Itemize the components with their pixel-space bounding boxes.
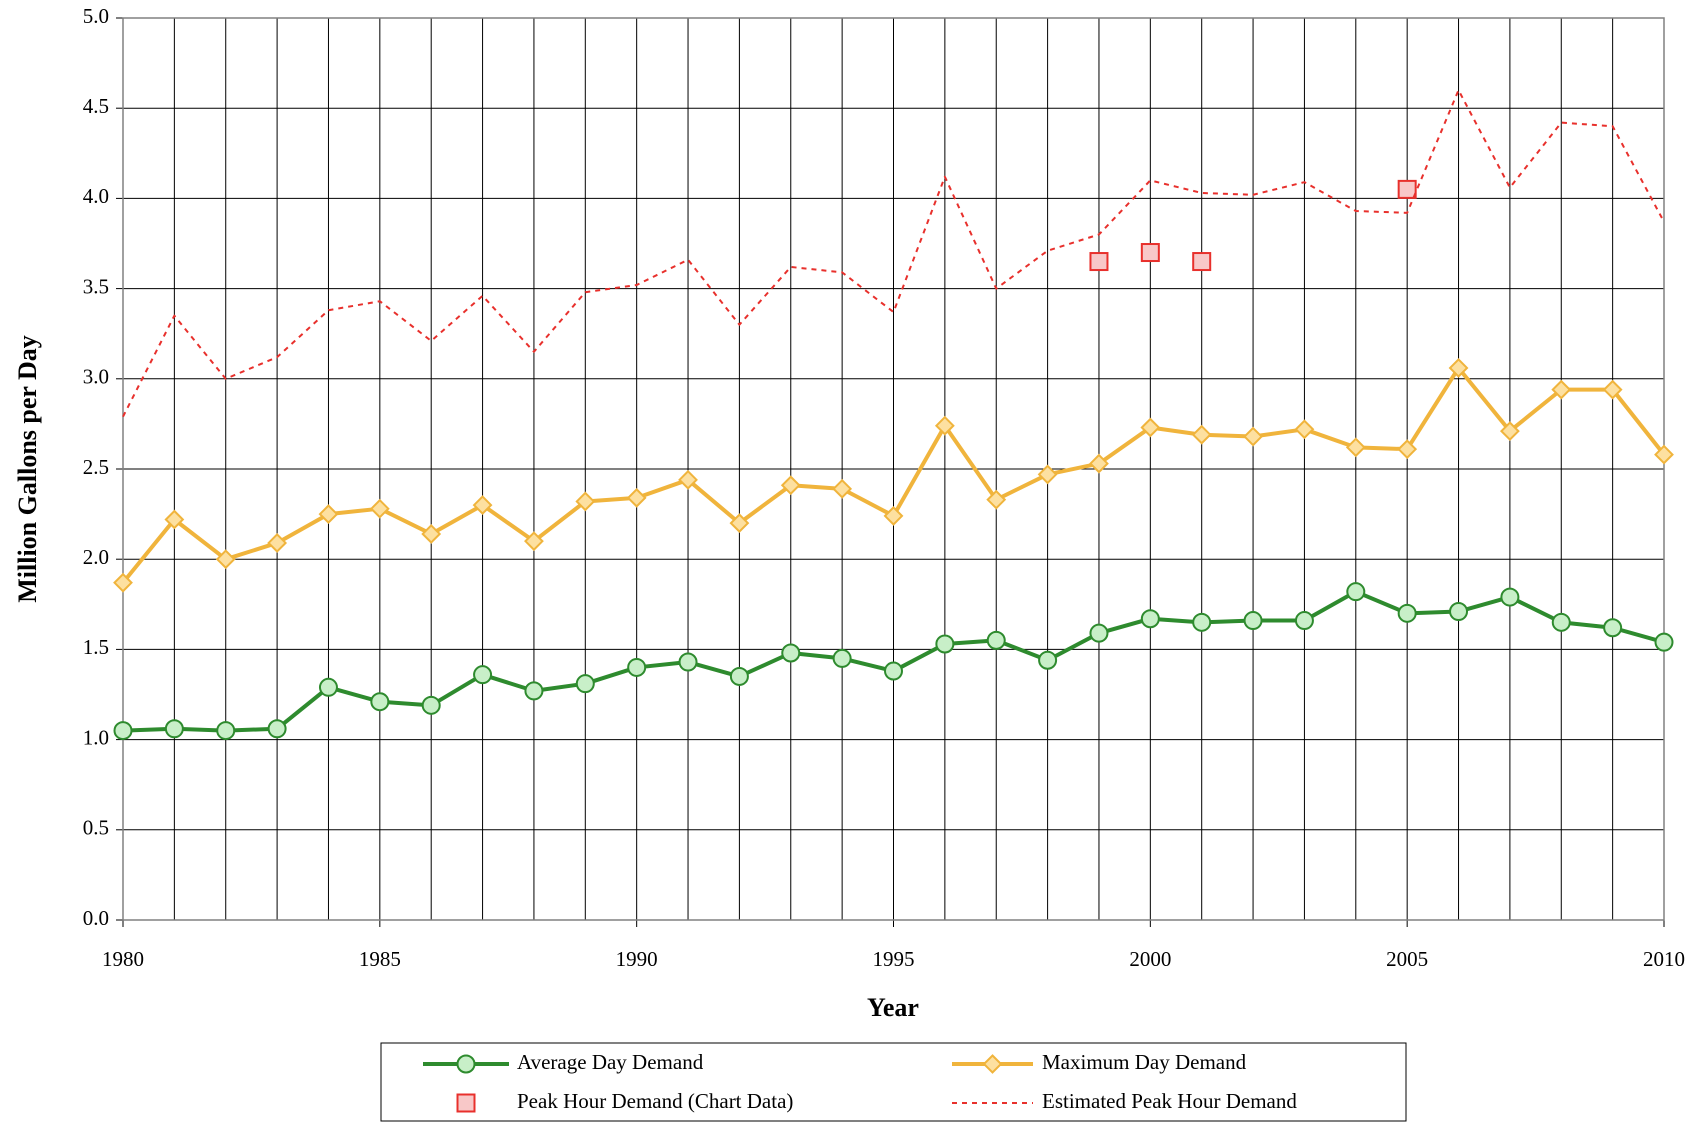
marker xyxy=(1140,417,1161,438)
marker xyxy=(472,495,493,515)
marker xyxy=(1294,419,1315,440)
marker xyxy=(1192,612,1212,632)
marker xyxy=(1397,179,1417,199)
y-tick-label: 4.5 xyxy=(83,94,109,118)
marker xyxy=(1243,611,1263,631)
marker xyxy=(1345,437,1366,458)
x-axis-title: Year xyxy=(867,993,919,1022)
marker xyxy=(421,695,441,715)
x-tick-label: 2000 xyxy=(1129,947,1171,971)
marker xyxy=(318,504,339,525)
marker xyxy=(627,657,647,677)
marker xyxy=(781,643,801,663)
marker xyxy=(729,513,750,534)
marker xyxy=(216,721,236,741)
marker xyxy=(780,475,801,496)
y-tick-label: 1.0 xyxy=(83,725,109,749)
series-line xyxy=(122,89,1665,418)
marker xyxy=(473,665,493,685)
marker xyxy=(1448,358,1469,378)
marker xyxy=(267,533,288,553)
marker xyxy=(164,509,185,530)
marker xyxy=(1140,609,1160,629)
marker xyxy=(1654,632,1674,652)
marker xyxy=(113,572,133,593)
x-tick-label: 1985 xyxy=(359,947,401,971)
x-tick-label: 2005 xyxy=(1386,947,1428,971)
y-tick-label: 0.5 xyxy=(83,816,109,840)
marker xyxy=(215,549,236,570)
y-tick-label: 2.0 xyxy=(83,545,109,569)
marker xyxy=(318,677,338,697)
marker xyxy=(1603,618,1623,638)
legend-label: Average Day Demand xyxy=(517,1050,704,1074)
legend-marker xyxy=(456,1093,476,1113)
marker xyxy=(421,524,442,544)
marker xyxy=(1551,612,1571,632)
marker xyxy=(626,487,647,508)
marker xyxy=(678,469,698,490)
y-tick-label: 0.0 xyxy=(83,906,109,930)
y-tick-label: 3.0 xyxy=(83,365,109,389)
marker xyxy=(986,630,1006,650)
marker xyxy=(986,489,1007,510)
marker xyxy=(1140,243,1160,263)
plot-frame xyxy=(122,17,1665,921)
x-tick-label: 1990 xyxy=(616,947,658,971)
marker xyxy=(1243,426,1263,447)
y-tick-label: 3.5 xyxy=(83,274,109,298)
marker xyxy=(1397,439,1418,460)
marker xyxy=(1500,587,1520,607)
marker xyxy=(1397,603,1417,623)
marker xyxy=(935,634,955,654)
marker xyxy=(1089,252,1109,272)
marker xyxy=(1089,453,1109,474)
marker xyxy=(575,674,595,694)
marker xyxy=(1037,464,1058,485)
legend-marker xyxy=(982,1054,1003,1074)
legend-label: Maximum Day Demand xyxy=(1042,1050,1247,1074)
y-axis-title: Million Gallons per Day xyxy=(13,335,42,603)
marker xyxy=(1602,379,1623,400)
x-tick-label: 2010 xyxy=(1643,947,1685,971)
marker xyxy=(267,719,287,739)
legend-box xyxy=(380,1042,1407,1122)
marker xyxy=(1346,582,1366,602)
marker xyxy=(370,692,390,712)
marker xyxy=(678,652,698,672)
marker xyxy=(113,721,133,741)
marker xyxy=(1449,602,1469,622)
marker xyxy=(729,666,749,686)
marker xyxy=(1654,444,1674,465)
marker xyxy=(164,719,184,739)
y-tick-label: 2.5 xyxy=(83,455,109,479)
marker xyxy=(1038,650,1058,670)
marker xyxy=(524,681,544,701)
marker xyxy=(369,498,390,519)
legend-label: Estimated Peak Hour Demand xyxy=(1042,1089,1297,1113)
marker xyxy=(884,661,903,681)
marker xyxy=(1089,623,1109,643)
marker xyxy=(524,531,544,552)
marker xyxy=(1191,424,1212,445)
marker xyxy=(832,478,853,499)
marker xyxy=(575,491,596,512)
y-tick-label: 5.0 xyxy=(83,4,109,28)
y-tick-label: 4.0 xyxy=(83,184,109,208)
marker xyxy=(1192,252,1212,272)
marker xyxy=(1499,421,1520,442)
marker xyxy=(832,648,852,668)
marker xyxy=(1294,611,1314,631)
legend-label: Peak Hour Demand (Chart Data) xyxy=(517,1089,793,1113)
marker xyxy=(883,505,904,526)
marker xyxy=(1551,379,1572,400)
marker xyxy=(934,415,955,436)
x-tick-label: 1980 xyxy=(102,947,144,971)
y-tick-label: 1.5 xyxy=(83,635,109,659)
legend-marker xyxy=(456,1054,476,1074)
x-tick-label: 1995 xyxy=(873,947,915,971)
